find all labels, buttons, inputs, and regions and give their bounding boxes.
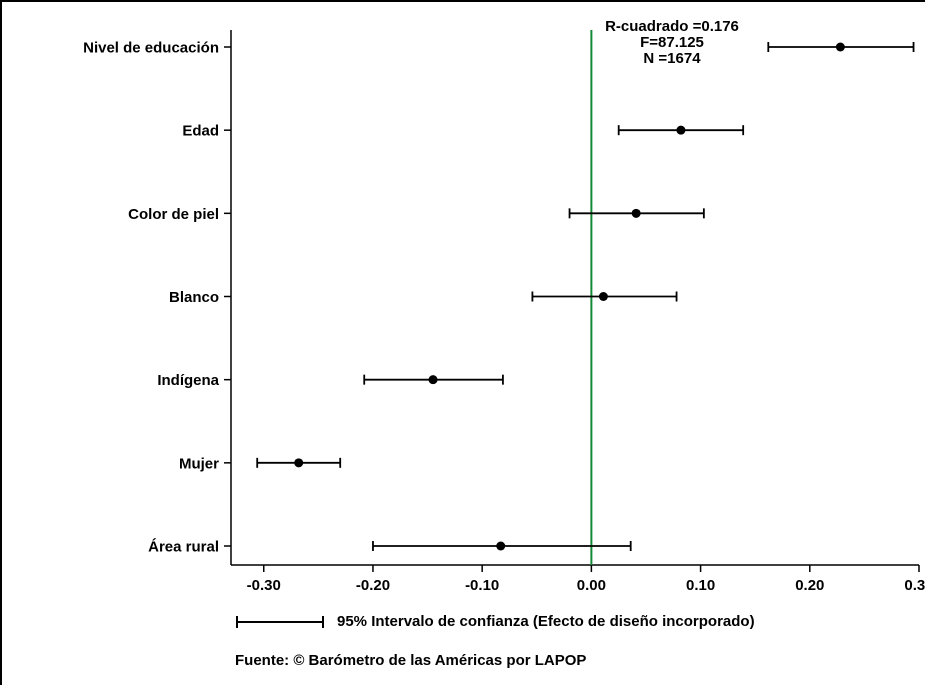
- legend-ci-icon: [235, 612, 327, 632]
- estimate-point: [632, 209, 641, 218]
- x-tick-label: 0.30: [904, 577, 925, 594]
- estimate-point: [294, 458, 303, 467]
- stat-f: F=87.125: [562, 35, 782, 51]
- y-axis: Nivel de educación Edad Color de piel Blanc…: [83, 30, 231, 565]
- x-tick-label: 0.20: [795, 577, 824, 594]
- estimate-point: [496, 542, 505, 551]
- x-tick-label: 0.10: [686, 577, 715, 594]
- estimate-point: [599, 292, 608, 301]
- estimate-point: [836, 43, 845, 52]
- y-tick-label: Blanco: [169, 289, 219, 306]
- coefficient-row: [570, 208, 704, 218]
- legend-label: 95% Intervalo de confianza (Efecto de di…: [337, 613, 755, 630]
- x-tick-label: 0.00: [577, 577, 606, 594]
- coefficient-row: [532, 292, 676, 302]
- coefficient-row: [768, 42, 913, 52]
- estimate-point: [429, 375, 438, 384]
- x-axis: -0.30 -0.20 -0.10 0.00 0.10 0.20 0.30: [231, 565, 925, 594]
- y-tick-label: Indígena: [157, 372, 219, 389]
- stat-r-squared: R-cuadrado =0.176: [562, 19, 782, 35]
- coefficient-row: [364, 375, 503, 385]
- y-tick-label: Edad: [182, 123, 219, 140]
- y-tick-label: Mujer: [179, 455, 219, 472]
- estimate-point: [676, 126, 685, 135]
- model-stats: R-cuadrado =0.176 F=87.125 N =1674: [562, 19, 782, 67]
- coefficients: [257, 42, 913, 551]
- source-note: Fuente: © Barómetro de las Américas por …: [235, 652, 586, 669]
- y-tick-label: Color de piel: [128, 206, 219, 223]
- coefficient-row: [619, 125, 743, 135]
- x-tick-label: -0.10: [465, 577, 499, 594]
- x-tick-label: -0.20: [356, 577, 390, 594]
- x-tick-label: -0.30: [247, 577, 281, 594]
- y-tick-label: Área rural: [148, 539, 219, 556]
- y-tick-label: Nivel de educación: [83, 40, 219, 57]
- coefficient-row: [257, 458, 340, 468]
- stat-n: N =1674: [562, 51, 782, 67]
